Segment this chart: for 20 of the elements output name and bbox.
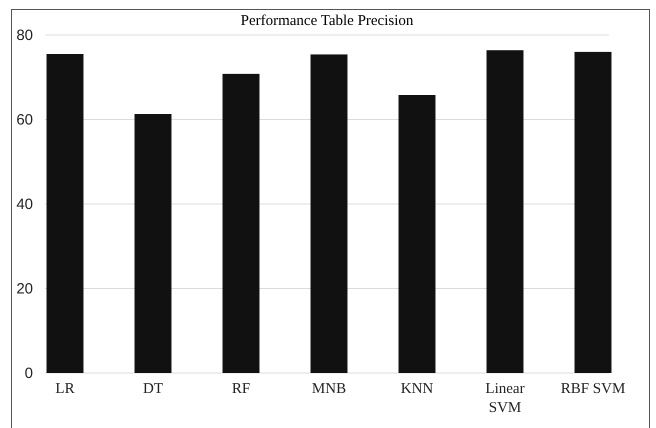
x-tick-label: Linear SVM — [485, 381, 525, 416]
y-tick-label: 80 — [16, 26, 33, 44]
y-tick-label: 40 — [16, 196, 33, 213]
y-tick-label: 20 — [16, 280, 33, 298]
y-tick-label: 0 — [24, 364, 33, 382]
bar — [46, 54, 84, 373]
bar — [310, 54, 348, 373]
x-tick-label: MNB — [312, 381, 346, 397]
bar — [398, 94, 436, 373]
x-tick-label: DT — [143, 381, 163, 397]
x-tick-label: LR — [55, 381, 75, 397]
bar — [222, 74, 260, 373]
y-tick-label: 60 — [16, 111, 33, 128]
x-tick-label: RF — [232, 381, 250, 397]
x-tick-label: RBF SVM — [560, 381, 626, 397]
chart-title: Performance Table Precision — [240, 13, 414, 29]
x-tick-label: KNN — [400, 381, 434, 397]
bar — [574, 52, 612, 373]
bar — [486, 50, 524, 373]
bar — [134, 114, 172, 373]
